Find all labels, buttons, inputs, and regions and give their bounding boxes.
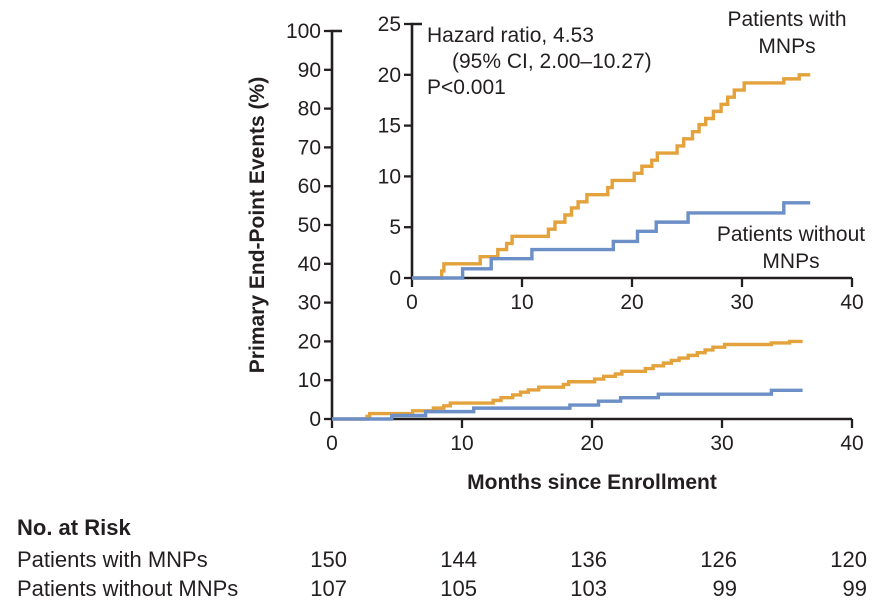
inset-x-tick-label: 10 [510, 291, 533, 314]
inset-curve-with_mnps [412, 73, 811, 280]
risk-table-row-with-mnps: Patients with MNPs 150 144 136 126 120 [0, 547, 882, 574]
main-x-tick-label: 20 [580, 432, 603, 455]
risk-count: 103 [570, 576, 607, 601]
risk-count: 99 [712, 576, 737, 601]
label-patients-without-mnps: Patients without MNPs [717, 221, 865, 275]
main-curve-with_mnps [332, 339, 803, 421]
risk-count: 144 [440, 547, 477, 572]
inset-curve-without_mnps [412, 201, 811, 280]
inset-y-tick-label: 20 [378, 64, 401, 87]
risk-count: 107 [310, 576, 347, 601]
main-y-tick-label: 60 [298, 175, 321, 198]
inset-y-tick-label: 10 [378, 165, 401, 188]
inset-x-tick-label: 20 [620, 291, 643, 314]
main-x-tick-label: 10 [450, 432, 473, 455]
risk-count: 126 [700, 547, 737, 572]
annotation-line-1: Hazard ratio, 4.53 [427, 24, 594, 47]
main-curve-without_mnps [332, 388, 803, 421]
risk-table-row-without-mnps: Patients without MNPs 107 105 103 99 99 [0, 576, 882, 603]
label-patients-without-mnps-line-1: Patients without [716, 223, 866, 246]
main-y-tick-label: 90 [298, 59, 321, 82]
label-patients-with-mnps-line-1: Patients with [727, 8, 847, 31]
risk-count: 136 [570, 547, 607, 572]
main-x-tick-label: 0 [326, 432, 338, 455]
main-x-tick-label: 30 [710, 432, 733, 455]
main-y-tick-label: 10 [298, 369, 321, 392]
label-patients-with-mnps: Patients with MNPs [727, 6, 846, 60]
risk-count: 120 [830, 547, 867, 572]
inset-y-tick-label: 0 [389, 267, 401, 290]
risk-row-label: Patients without MNPs [17, 576, 239, 601]
main-y-tick-label: 100 [286, 20, 321, 43]
main-y-tick-label: 80 [298, 98, 321, 121]
risk-count: 150 [310, 547, 347, 572]
y-axis-title: Primary End-Point Events (%) [246, 76, 269, 374]
risk-count: 105 [440, 576, 477, 601]
inset-y-tick-label: 25 [378, 13, 401, 36]
inset-x-tick-label: 0 [406, 291, 418, 314]
main-y-tick-label: 0 [309, 408, 321, 431]
inset-y-tick-label: 5 [389, 216, 401, 239]
risk-count: 99 [842, 576, 867, 601]
annotation-line-3: P<0.001 [427, 76, 506, 99]
annotation-line-2: (95% CI, 2.00–10.27) [452, 50, 652, 73]
main-x-tick-label: 40 [840, 432, 863, 455]
inset-x-tick-label: 40 [840, 291, 863, 314]
risk-row-label: Patients with MNPs [17, 547, 208, 572]
x-axis-title: Months since Enrollment [467, 471, 717, 494]
inset-x-tick-label: 30 [730, 291, 753, 314]
main-y-tick-label: 30 [298, 292, 321, 315]
hazard-ratio-annotation: Hazard ratio, 4.53 (95% CI, 2.00–10.27) … [427, 23, 652, 101]
main-y-tick-label: 70 [298, 136, 321, 159]
label-patients-without-mnps-line-2: MNPs [762, 250, 820, 273]
main-y-tick-label: 20 [298, 330, 321, 353]
risk-table-title: No. at Risk [17, 515, 131, 540]
inset-y-tick-label: 15 [378, 115, 401, 138]
label-patients-with-mnps-line-2: MNPs [758, 35, 816, 58]
main-y-tick-label: 50 [298, 214, 321, 237]
main-y-tick-label: 40 [298, 253, 321, 276]
